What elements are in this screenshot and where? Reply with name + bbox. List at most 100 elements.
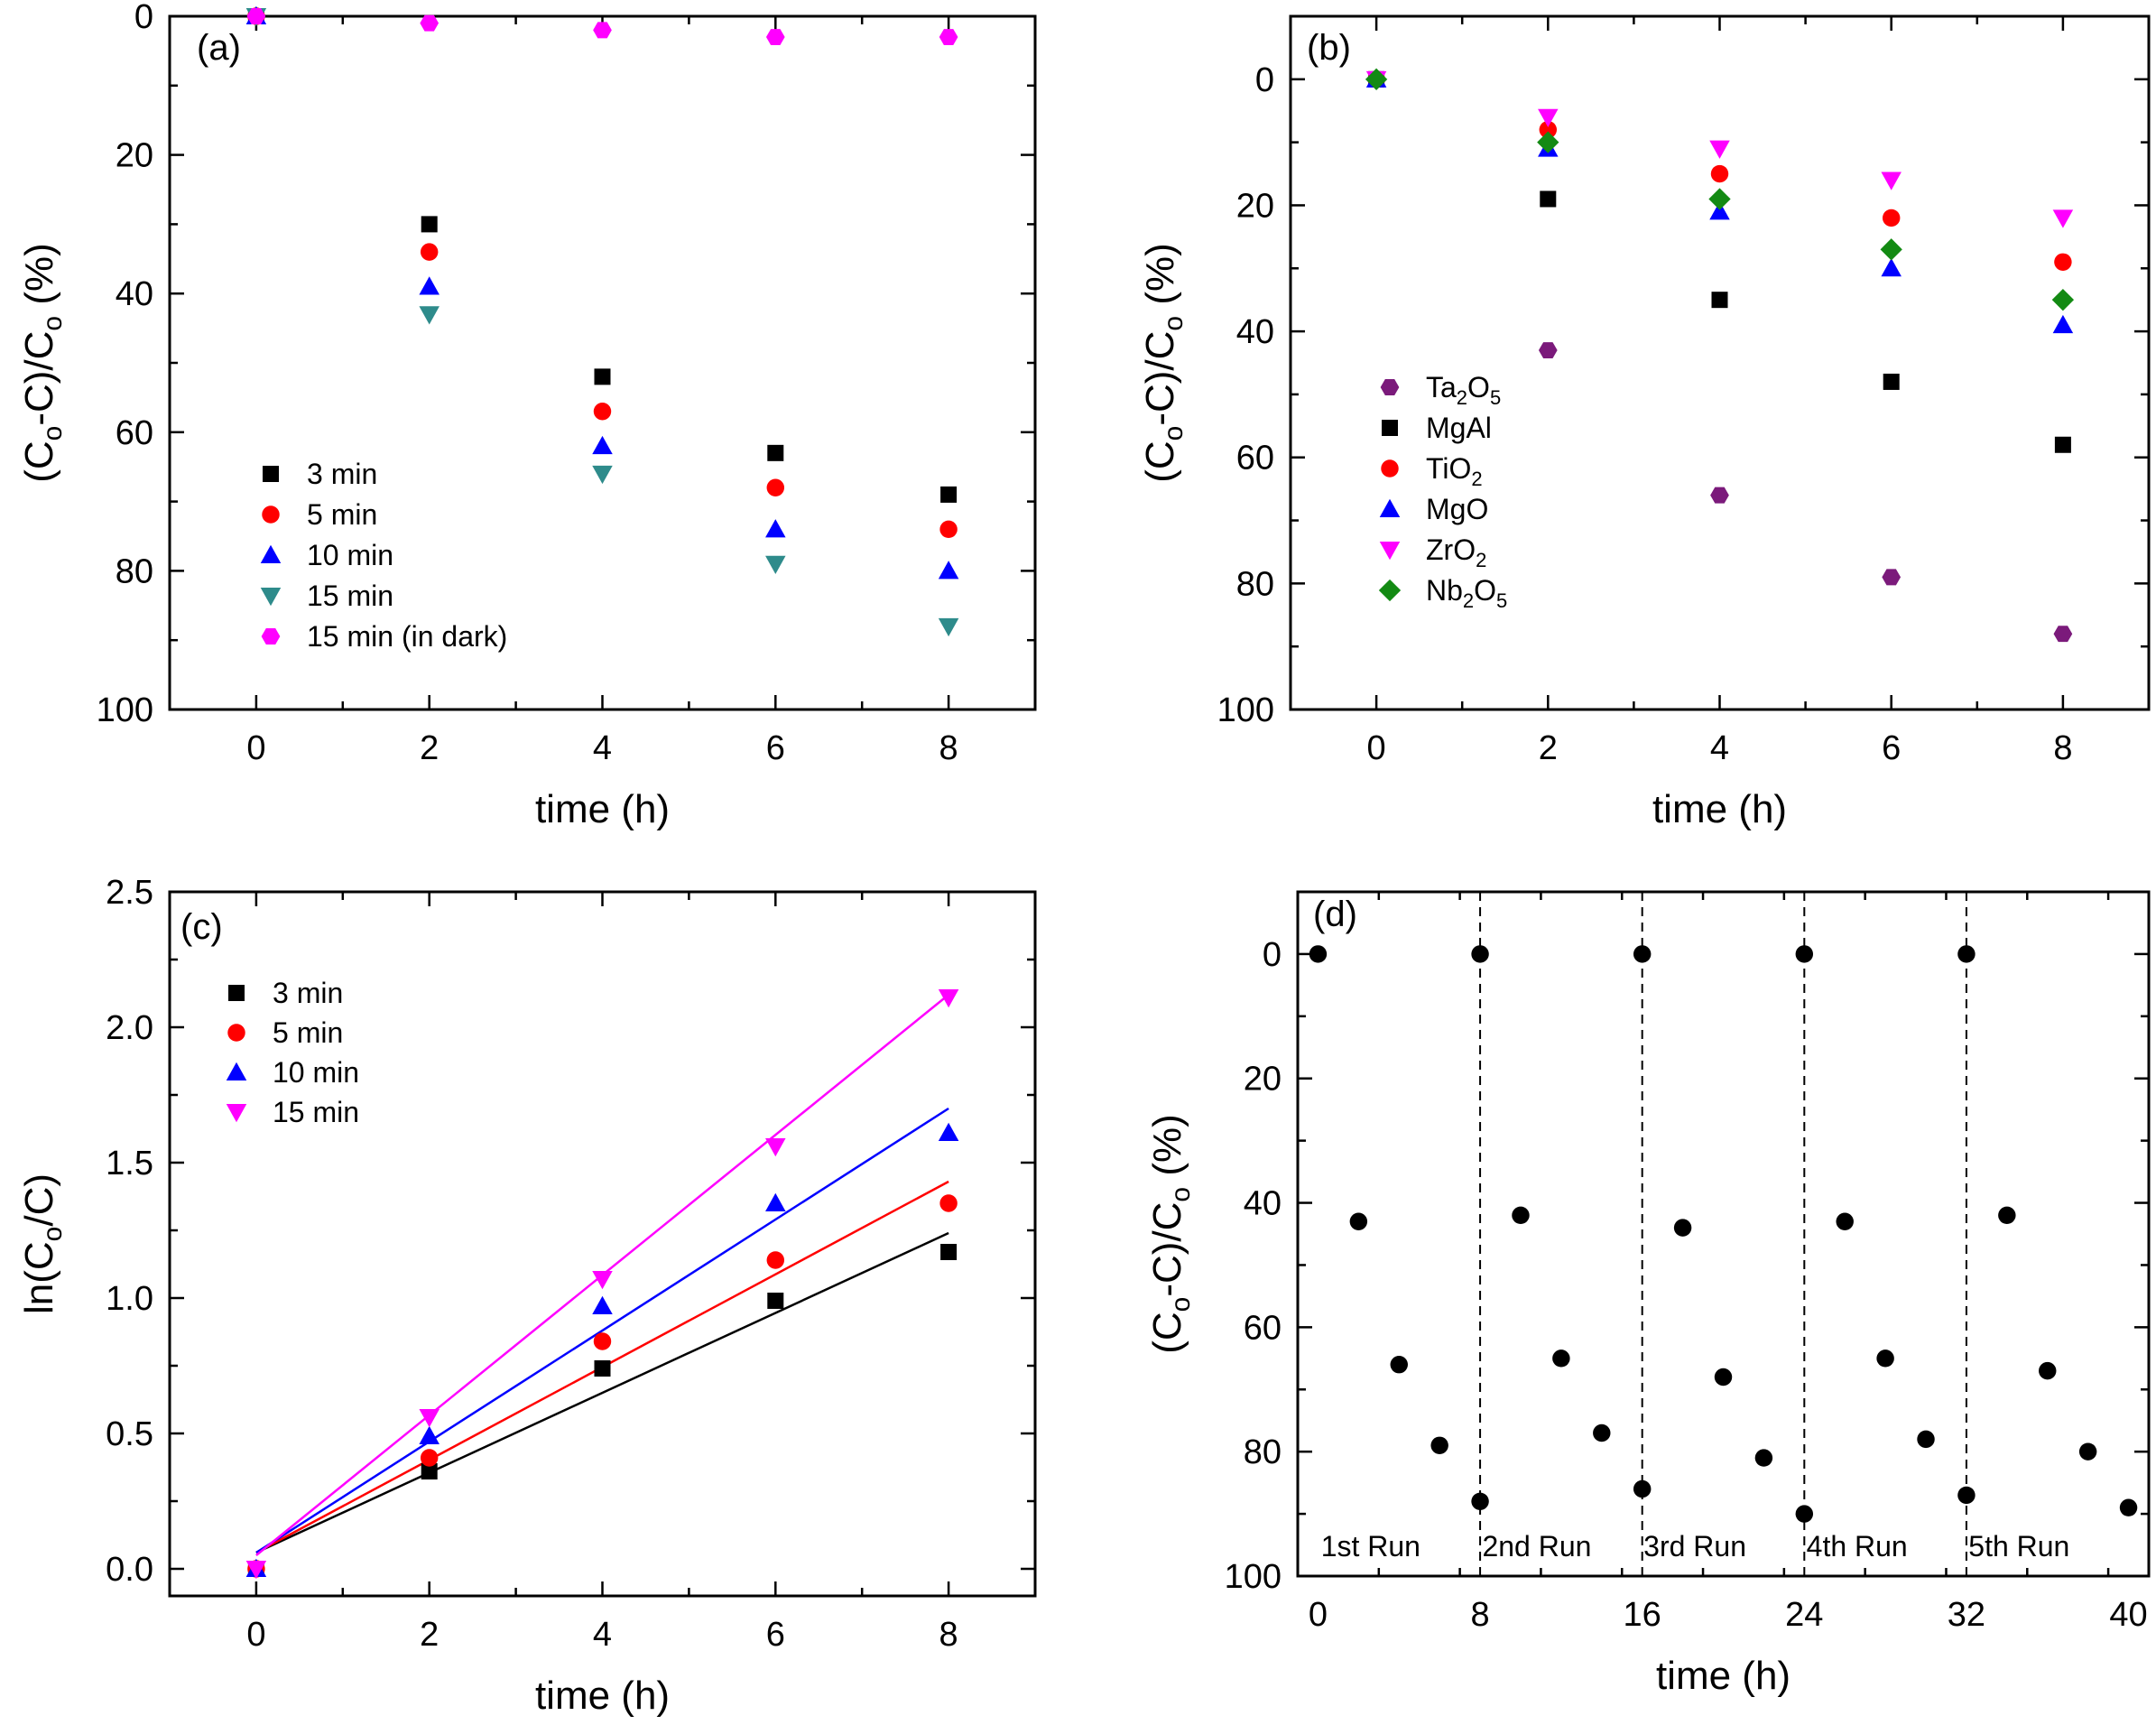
data-point xyxy=(1633,1479,1652,1498)
data-point xyxy=(939,29,958,46)
data-point xyxy=(766,1251,785,1269)
legend-label: 3 min xyxy=(307,458,377,490)
y-tick-label: 0 xyxy=(1255,61,1274,99)
panel-label: (b) xyxy=(1307,28,1351,68)
series-5-min xyxy=(247,1194,958,1578)
data-point xyxy=(1633,945,1652,963)
data-point xyxy=(419,306,440,325)
data-point xyxy=(592,465,613,485)
data-point xyxy=(420,1449,439,1467)
y-tick-label: 80 xyxy=(1244,1433,1282,1471)
data-point xyxy=(421,1463,438,1479)
series-3-min xyxy=(247,8,958,503)
y-tick-label: 0.0 xyxy=(106,1551,153,1589)
x-tick-label: 4 xyxy=(1710,729,1729,767)
x-tick-label: 0 xyxy=(246,729,265,767)
legend-marker xyxy=(263,466,279,482)
x-tick-label: 24 xyxy=(1785,1596,1823,1634)
data-point xyxy=(2119,1498,2138,1516)
data-point xyxy=(1309,945,1328,963)
legend-marker xyxy=(228,985,245,1001)
y-tick-label: 40 xyxy=(116,275,153,313)
data-point xyxy=(1471,1492,1489,1511)
legend-label: 15 min (in dark) xyxy=(307,620,507,653)
data-point xyxy=(1512,1206,1530,1225)
data-point xyxy=(765,519,786,538)
data-point xyxy=(1539,120,1558,139)
legend-label: 3 min xyxy=(273,977,343,1009)
legend-label: TiO2 xyxy=(1426,452,1483,490)
legend-marker xyxy=(1381,459,1399,478)
data-point xyxy=(1390,1355,1408,1374)
data-point xyxy=(1882,569,1902,586)
data-point xyxy=(1708,188,1731,210)
data-point xyxy=(419,1425,440,1444)
legend-label: 10 min xyxy=(273,1056,359,1089)
y-tick-label: 60 xyxy=(1244,1309,1282,1347)
x-tick-label: 2 xyxy=(420,729,439,767)
x-tick-label: 32 xyxy=(1948,1596,1985,1634)
data-point xyxy=(1957,945,1976,963)
x-axis-title: time (h) xyxy=(1656,1654,1790,1698)
data-point xyxy=(938,1122,959,1141)
x-axis-title: time (h) xyxy=(535,787,670,831)
data-point xyxy=(766,478,785,496)
chart-panel-d: 0 8 16 24 32 40 0 20 40 60 80 100 time (h) (Co-C)/Co … xyxy=(1145,890,2151,1698)
data-point xyxy=(1917,1430,1935,1449)
legend-label: ZrO2 xyxy=(1426,533,1486,571)
y-tick-label: 100 xyxy=(1217,691,1274,729)
x-tick-label: 2 xyxy=(420,1616,439,1654)
data-point xyxy=(939,1194,958,1212)
data-point xyxy=(1754,1449,1773,1467)
panel-label: (d) xyxy=(1313,895,1357,934)
y-tick-label: 0.5 xyxy=(106,1415,153,1453)
data-point xyxy=(592,435,613,455)
legend-marker xyxy=(1380,379,1400,395)
data-point xyxy=(594,1360,611,1377)
x-tick-label: 6 xyxy=(766,729,785,767)
y-tick-label: 2.5 xyxy=(106,874,153,912)
x-tick-label: 16 xyxy=(1624,1596,1661,1634)
y-tick-label: 20 xyxy=(116,137,153,175)
data-point xyxy=(420,243,439,261)
data-point xyxy=(593,22,612,39)
x-tick-label: 6 xyxy=(1882,729,1901,767)
x-tick-label: 8 xyxy=(2053,729,2072,767)
series-Nb2O5 xyxy=(1365,68,2075,311)
chart-panel-c: 0 2 4 6 8 0.0 0.5 1.0 1.5 2.0 2.5 time (h) ln(Co/C) (… xyxy=(17,874,1037,1718)
y-tick-label: 100 xyxy=(1225,1558,1282,1596)
y-tick-label: 2.0 xyxy=(106,1009,153,1047)
x-tick-label: 0 xyxy=(246,1616,265,1654)
legend-marker xyxy=(261,628,281,645)
data-point xyxy=(1876,1349,1894,1368)
data-point xyxy=(765,1138,786,1157)
panel-label: (a) xyxy=(197,28,241,68)
plot-frame xyxy=(1289,14,2151,711)
series-15-min xyxy=(245,989,959,1580)
y-tick-label: 80 xyxy=(116,552,153,590)
fit-line-3-min xyxy=(255,1231,949,1554)
legend-marker xyxy=(262,505,280,524)
data-point xyxy=(1349,1212,1368,1230)
x-tick-label: 8 xyxy=(939,1616,958,1654)
data-point xyxy=(1538,342,1558,358)
data-point xyxy=(765,555,786,574)
run-label: 5th Run xyxy=(1968,1530,2069,1563)
data-point xyxy=(765,1192,786,1211)
data-point xyxy=(1709,140,1730,159)
x-tick-label: 8 xyxy=(1471,1596,1490,1634)
data-point xyxy=(1882,209,1901,227)
run-label: 3rd Run xyxy=(1643,1530,1746,1563)
data-point xyxy=(765,29,785,46)
data-point xyxy=(1538,108,1559,127)
data-point xyxy=(938,561,959,580)
y-tick-label: 0 xyxy=(134,0,153,36)
legend-marker xyxy=(226,1104,247,1123)
x-tick-label: 0 xyxy=(1367,729,1386,767)
data-point xyxy=(1880,238,1902,261)
legend-label: MgAl xyxy=(1426,412,1492,444)
y-tick-label: 1.0 xyxy=(106,1280,153,1318)
data-point xyxy=(245,1561,267,1580)
